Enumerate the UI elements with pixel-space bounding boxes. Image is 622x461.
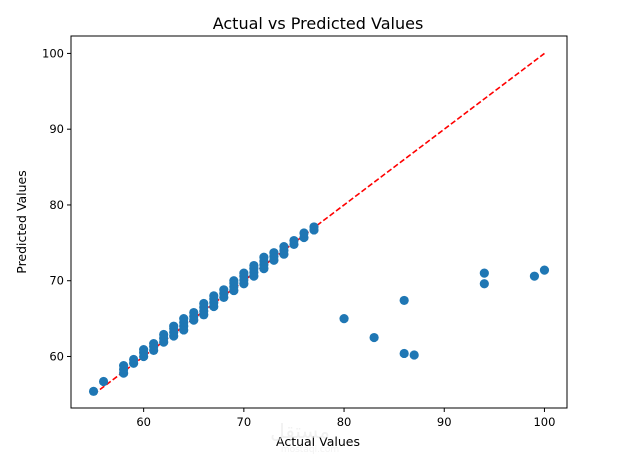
- data-point: [149, 339, 159, 349]
- data-point: [229, 276, 239, 286]
- x-tick-label: 100: [533, 415, 555, 429]
- data-point: [369, 332, 379, 343]
- data-point: [159, 329, 169, 340]
- x-tick-label: 60: [136, 415, 151, 429]
- data-point: [279, 242, 289, 252]
- data-point: [409, 350, 419, 360]
- data-point: [399, 295, 409, 306]
- data-point: [219, 285, 229, 295]
- y-tick-label: 80: [49, 198, 64, 212]
- watermark-text: مستقل: [270, 419, 330, 443]
- data-point: [129, 354, 139, 365]
- y-axis-label: Predicted Values: [14, 170, 29, 274]
- y-tick-label: 70: [49, 274, 64, 288]
- chart-title: Actual vs Predicted Values: [213, 14, 424, 33]
- x-axis-label: Actual Values: [276, 434, 360, 449]
- data-point: [479, 279, 489, 289]
- y-axis: 60 70 80 90 100: [42, 46, 71, 363]
- data-point: [119, 360, 129, 371]
- data-point: [539, 265, 550, 275]
- reference-line: [93, 52, 545, 396]
- data-point: [169, 321, 179, 331]
- data-point: [339, 314, 349, 324]
- watermark: مستقل mostaql.com: [270, 419, 339, 455]
- y-tick-label: 90: [49, 122, 64, 136]
- data-point: [269, 248, 279, 258]
- data-point: [249, 260, 259, 271]
- data-point: [529, 271, 540, 281]
- data-point: [289, 235, 299, 246]
- x-tick-label: 80: [337, 415, 352, 429]
- data-point: [299, 228, 309, 238]
- data-point: [199, 298, 209, 309]
- y-tick-label: 60: [49, 349, 64, 363]
- reference-line-layer: [93, 52, 545, 396]
- watermark-subtext: mostaql.com: [281, 445, 339, 455]
- x-axis: 60 70 80 90 100: [136, 408, 555, 429]
- x-tick-label: 90: [437, 415, 452, 429]
- points-layer: [88, 222, 550, 396]
- data-point: [179, 314, 189, 324]
- x-tick-label: 70: [237, 415, 252, 429]
- plot-frame: [70, 35, 568, 409]
- data-point: [259, 252, 269, 262]
- data-point: [239, 268, 249, 278]
- data-point: [189, 307, 199, 318]
- data-point: [309, 222, 319, 232]
- data-point: [479, 268, 489, 278]
- data-point: [88, 386, 99, 396]
- y-tick-label: 100: [42, 46, 64, 60]
- data-point: [399, 348, 409, 359]
- data-point: [139, 345, 149, 355]
- data-point: [209, 291, 219, 301]
- data-point: [98, 376, 109, 387]
